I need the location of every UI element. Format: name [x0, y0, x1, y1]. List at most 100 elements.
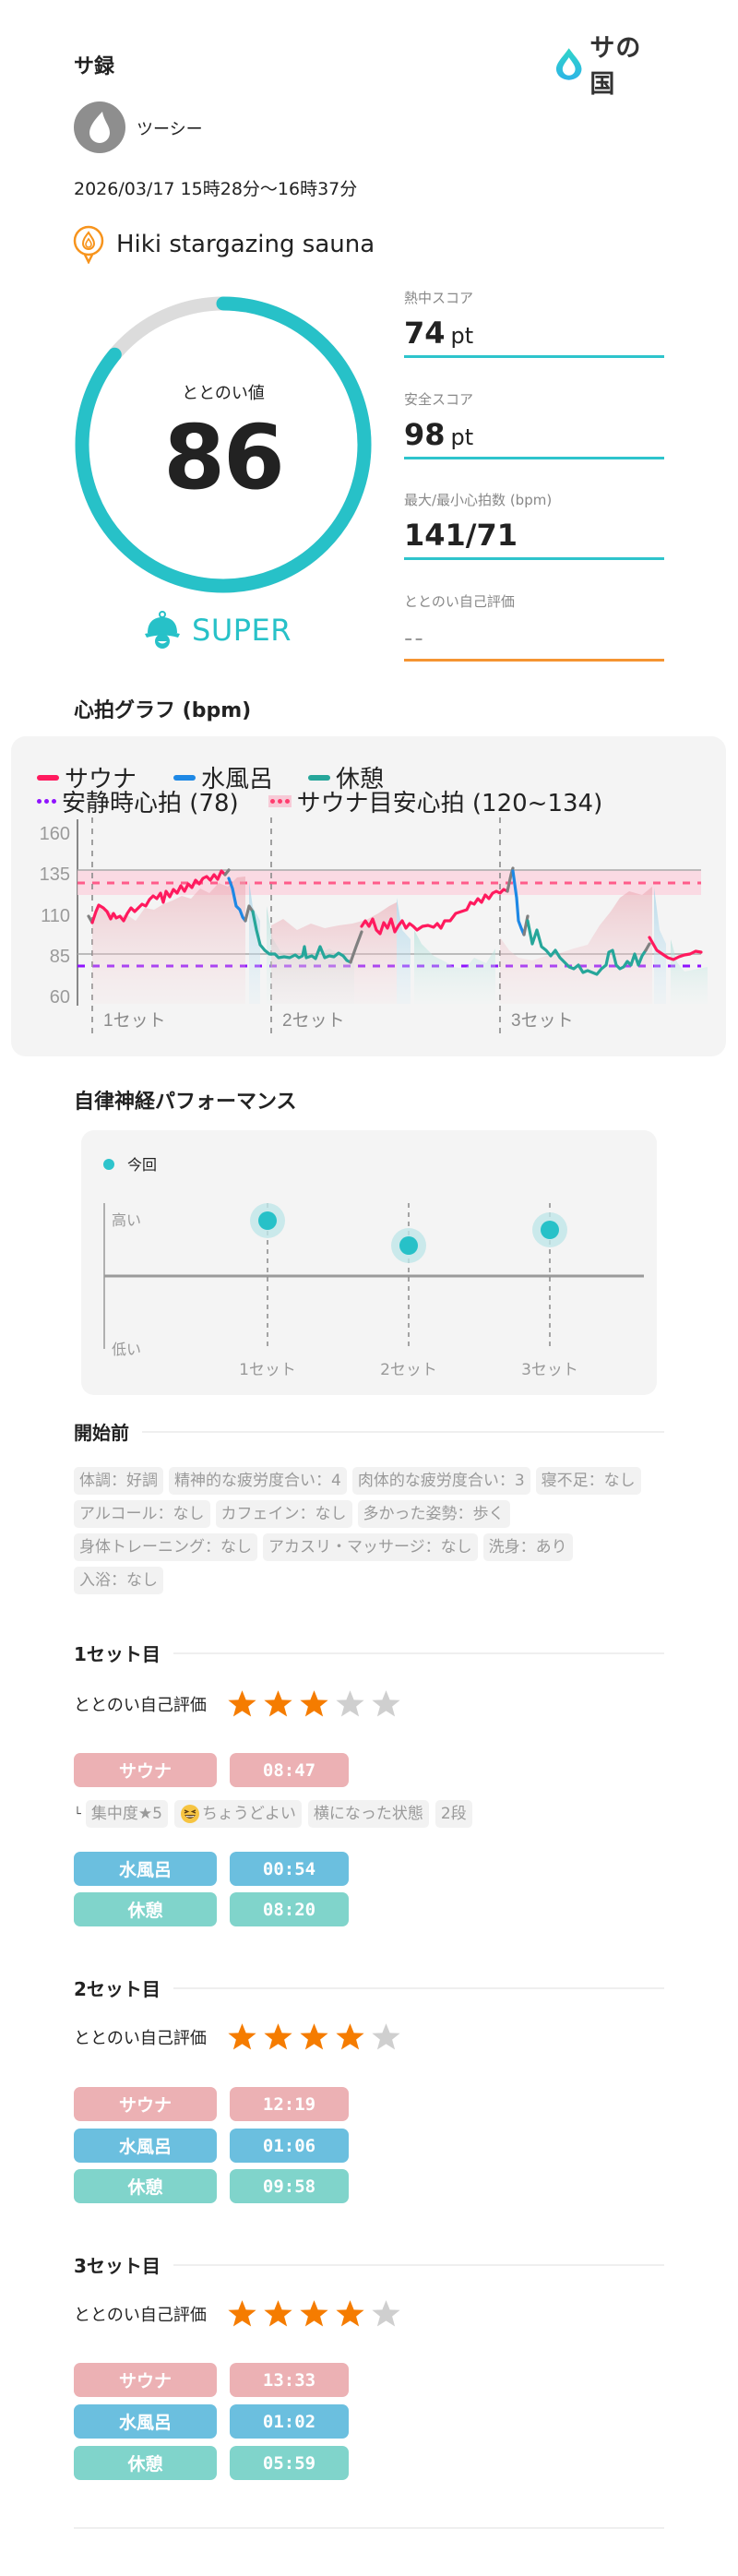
- star-filled-icon[interactable]: [227, 2298, 257, 2329]
- stat-underline: [404, 355, 664, 358]
- ans-chart-card: 高い 低い 1セット 2セット 3セット 今回: [81, 1130, 657, 1395]
- drop-logo-icon: [555, 48, 582, 80]
- star-filled-icon[interactable]: [263, 2021, 293, 2052]
- rest-label-pill: 休憩: [74, 2169, 217, 2203]
- star-filled-icon[interactable]: [299, 2298, 329, 2329]
- y-tick: 110: [41, 906, 70, 926]
- divider: [142, 1430, 664, 1433]
- star-empty-icon[interactable]: [371, 1688, 401, 1719]
- stat-value: 98 pt: [404, 417, 473, 452]
- star-rating: [227, 2298, 401, 2329]
- condition-chip: 精神的な疲労度合い：4: [169, 1467, 347, 1495]
- set-1-marker-label: 1セット: [103, 1011, 166, 1031]
- set-2-water-row: 水風呂 01:06: [74, 2129, 349, 2163]
- divider: [173, 1986, 664, 1989]
- star-empty-icon[interactable]: [371, 2298, 401, 2329]
- stat-self-rating[interactable]: ととのい自己評価 --: [404, 591, 664, 687]
- pre-start-header: 開始前: [74, 1418, 664, 1445]
- drop-avatar-icon: [89, 112, 110, 143]
- condition-chip: 洗身：あり: [482, 1533, 573, 1561]
- set-1-rest-row: 休憩 08:20: [74, 1892, 349, 1926]
- stat-underline: [404, 557, 664, 560]
- water-label-pill: 水風呂: [74, 2129, 217, 2163]
- divider: [173, 2263, 664, 2266]
- set-2-header: 2セット目: [74, 1974, 664, 2001]
- legend-rest: 休憩: [308, 760, 384, 794]
- star-empty-icon[interactable]: [371, 2021, 401, 2052]
- rest-time-pill: 08:20: [230, 1892, 349, 1926]
- stat-unit: pt: [450, 424, 474, 450]
- ans-plot: 高い 低い 1セット 2セット 3セット 今回: [103, 1156, 644, 1379]
- condition-chip: 多かった姿勢：歩く: [357, 1500, 510, 1528]
- rest-time-pill: 05:59: [230, 2446, 349, 2480]
- y-low-label: 低い: [112, 1341, 141, 1358]
- pre-start-title: 開始前: [74, 1422, 129, 1444]
- condition-chip: 体調：好調: [74, 1467, 163, 1495]
- legend-resting-hr: 安静時心拍 (78): [37, 784, 239, 818]
- stat-value: 141/71: [404, 518, 518, 553]
- legend-target-hr: サウナ目安心拍 (120~134): [268, 784, 602, 818]
- star-filled-icon[interactable]: [227, 1688, 257, 1719]
- set-title: 3セット目: [74, 2255, 161, 2277]
- ans-title: 自律神経パフォーマンス: [74, 1091, 297, 1114]
- set-1-sauna-details: └ 集中度★5 ちょうどよい 横になった状態 2段: [74, 1800, 472, 1828]
- progress-ring-icon: [75, 296, 372, 593]
- set-3-water-row: 水風呂 01:02: [74, 2404, 349, 2439]
- water-time-pill: 01:02: [230, 2404, 349, 2439]
- star-filled-icon[interactable]: [227, 2021, 257, 2052]
- stat-heat-score: 熱中スコア 74 pt: [404, 288, 664, 384]
- sauna-time-pill: 12:19: [230, 2087, 349, 2121]
- rating-label: ととのい自己評価: [74, 2028, 207, 2048]
- ans-x-label: 1セット: [239, 1361, 296, 1379]
- sanokuni-logo[interactable]: サの国: [554, 34, 666, 99]
- username[interactable]: ツーシー: [137, 120, 203, 139]
- session-datetime: 2026/03/17 15時28分〜16時37分: [74, 179, 358, 199]
- totonoi-label: ととのい値: [182, 384, 265, 403]
- stat-value: 74 pt: [404, 316, 473, 351]
- condition-chip: 肉体的な疲労度合い：3: [351, 1467, 530, 1495]
- totonoi-ring: [74, 295, 373, 594]
- water-label-pill: 水風呂: [74, 2404, 217, 2439]
- set-1-sauna-row: サウナ 08:47: [74, 1753, 349, 1787]
- sauna-label-pill: サウナ: [74, 2363, 217, 2397]
- star-filled-icon[interactable]: [263, 1688, 293, 1719]
- sauna-pin-icon: [73, 225, 104, 264]
- set-3-rest-row: 休憩 05:59: [74, 2446, 349, 2480]
- star-rating: [227, 2021, 401, 2052]
- water-time-pill: 00:54: [230, 1852, 349, 1886]
- rest-time-pill: 09:58: [230, 2169, 349, 2203]
- legend-label: 今回: [127, 1156, 157, 1174]
- sauna-time-pill: 08:47: [230, 1753, 349, 1787]
- safety-score-number: 98: [404, 417, 446, 452]
- grinning-squint-emoji-icon: [180, 1805, 199, 1823]
- stat-safety-score: 安全スコア 98 pt: [404, 389, 664, 485]
- legend-label: サウナ: [65, 766, 137, 793]
- star-filled-icon[interactable]: [263, 2298, 293, 2329]
- water-swatch-icon: [173, 774, 196, 781]
- sauna-hat-icon: [145, 611, 180, 649]
- star-filled-icon[interactable]: [335, 2298, 365, 2329]
- set-3-header: 3セット目: [74, 2251, 664, 2278]
- legend-row-1: サウナ 水風呂 休憩: [37, 760, 408, 794]
- resting-dots-icon: [37, 799, 56, 804]
- detail-chip: 2段: [434, 1800, 472, 1828]
- star-empty-icon[interactable]: [335, 1688, 365, 1719]
- rank-label: SUPER: [192, 613, 292, 648]
- legend-row-2: 安静時心拍 (78) サウナ目安心拍 (120~134): [37, 784, 626, 818]
- set-title: 1セット目: [74, 1643, 161, 1665]
- y-tick: 135: [40, 865, 70, 885]
- set-1-water-row: 水風呂 00:54: [74, 1852, 349, 1886]
- sauna-label-pill: サウナ: [74, 1753, 217, 1787]
- avatar[interactable]: [74, 101, 125, 153]
- y-tick: 160: [40, 824, 70, 844]
- star-filled-icon[interactable]: [299, 1688, 329, 1719]
- ans-x-label: 3セット: [521, 1361, 578, 1379]
- app-title: サ録: [74, 55, 115, 78]
- stat-underline: [404, 659, 664, 662]
- condition-chip: アカスリ・マッサージ：なし: [263, 1533, 478, 1561]
- star-rating: [227, 1688, 401, 1719]
- facility-row[interactable]: Hiki stargazing sauna: [72, 225, 375, 264]
- star-filled-icon[interactable]: [335, 2021, 365, 2052]
- star-filled-icon[interactable]: [299, 2021, 329, 2052]
- heart-rate-title: 心拍グラフ (bpm): [74, 699, 252, 722]
